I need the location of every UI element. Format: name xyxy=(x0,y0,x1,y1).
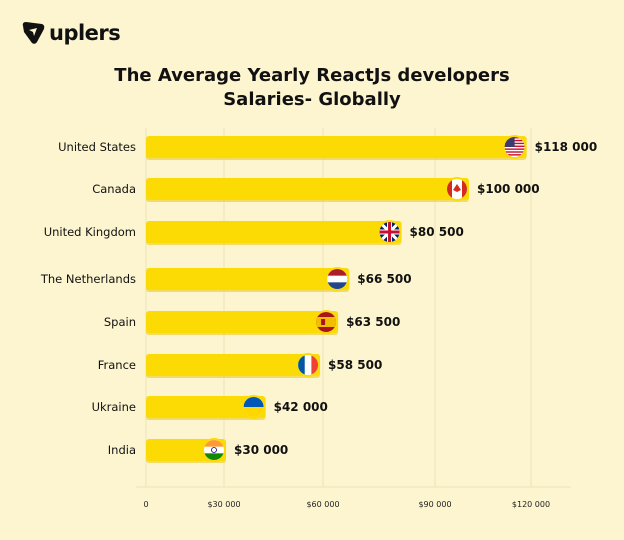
x-tick-label: $90 000 xyxy=(418,500,451,509)
data-label: $100 000 xyxy=(477,182,540,196)
logo-icon xyxy=(22,22,45,44)
chart-title-line-2: Salaries- Globally xyxy=(223,89,401,110)
flag-fr-icon xyxy=(298,355,319,375)
bar xyxy=(146,268,350,290)
data-label: $80 500 xyxy=(410,225,464,239)
x-tick-label: $30 000 xyxy=(207,500,240,509)
uplers-logo: uplers xyxy=(20,20,121,46)
bar xyxy=(146,354,321,376)
flag-es-icon xyxy=(316,312,337,332)
category-label: United States xyxy=(58,140,136,154)
bar xyxy=(146,178,469,200)
category-label: India xyxy=(108,443,136,457)
flag-ua-icon xyxy=(243,397,264,417)
bar xyxy=(146,221,402,243)
category-label: Ukraine xyxy=(92,400,136,414)
data-label: $30 000 xyxy=(234,443,288,457)
data-label: $58 500 xyxy=(328,358,382,372)
category-label: Canada xyxy=(92,182,136,196)
logo-text: uplers xyxy=(49,21,121,45)
flag-us-icon xyxy=(504,137,525,156)
flag-nl-icon xyxy=(327,269,348,289)
bar xyxy=(146,136,527,158)
data-label: $63 500 xyxy=(346,315,400,329)
category-label: France xyxy=(98,358,136,372)
x-tick-label: $60 000 xyxy=(306,500,339,509)
data-label: $118 000 xyxy=(535,140,598,154)
chart-title: The Average Yearly ReactJs developers Sa… xyxy=(0,64,624,112)
flag-gb-icon xyxy=(379,222,400,242)
flag-in-icon xyxy=(204,440,224,460)
category-label: United Kingdom xyxy=(44,225,136,239)
category-label: The Netherlands xyxy=(40,272,136,286)
chart-title-line-1: The Average Yearly ReactJs developers xyxy=(114,65,510,86)
flag-ca-icon xyxy=(447,179,467,199)
bar xyxy=(146,396,266,418)
x-tick-label: $120 000 xyxy=(512,500,550,509)
bar xyxy=(146,311,339,333)
data-label: $42 000 xyxy=(274,400,328,414)
data-label: $66 500 xyxy=(357,272,411,286)
category-label: Spain xyxy=(104,315,136,329)
x-tick-label: 0 xyxy=(143,500,148,509)
